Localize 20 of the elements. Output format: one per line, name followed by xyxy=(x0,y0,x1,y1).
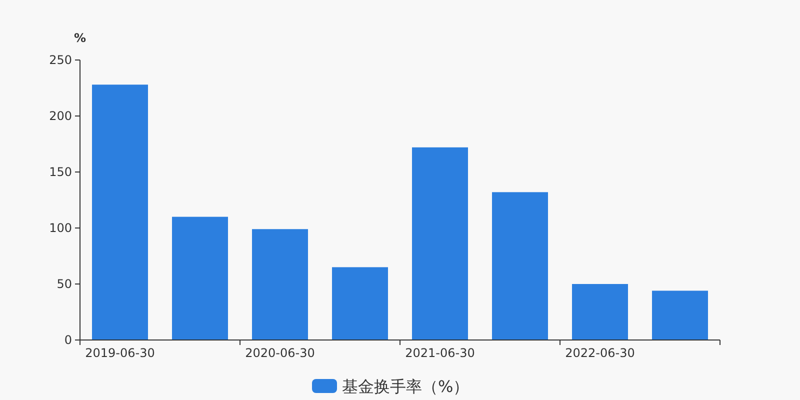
x-tick-label: 2022-06-30 xyxy=(565,346,635,360)
y-tick-label: 100 xyxy=(49,221,72,235)
x-tick-label: 2021-06-30 xyxy=(405,346,475,360)
bar xyxy=(332,267,388,340)
bar xyxy=(652,290,708,340)
bar xyxy=(92,84,148,340)
bar xyxy=(412,147,468,340)
y-tick-label: 250 xyxy=(49,53,72,67)
y-tick-label: 0 xyxy=(64,333,72,347)
x-tick-label: 2019-06-30 xyxy=(85,346,155,360)
y-tick-label: 150 xyxy=(49,165,72,179)
y-axis-title: % xyxy=(74,31,86,45)
x-tick-label: 2020-06-30 xyxy=(245,346,315,360)
bar xyxy=(572,284,628,340)
bar xyxy=(172,216,228,340)
legend-label: 基金换手率（%） xyxy=(342,377,470,396)
bar xyxy=(252,229,308,340)
bar xyxy=(492,192,548,340)
y-tick-label: 200 xyxy=(49,109,72,123)
y-tick-label: 50 xyxy=(56,277,72,291)
